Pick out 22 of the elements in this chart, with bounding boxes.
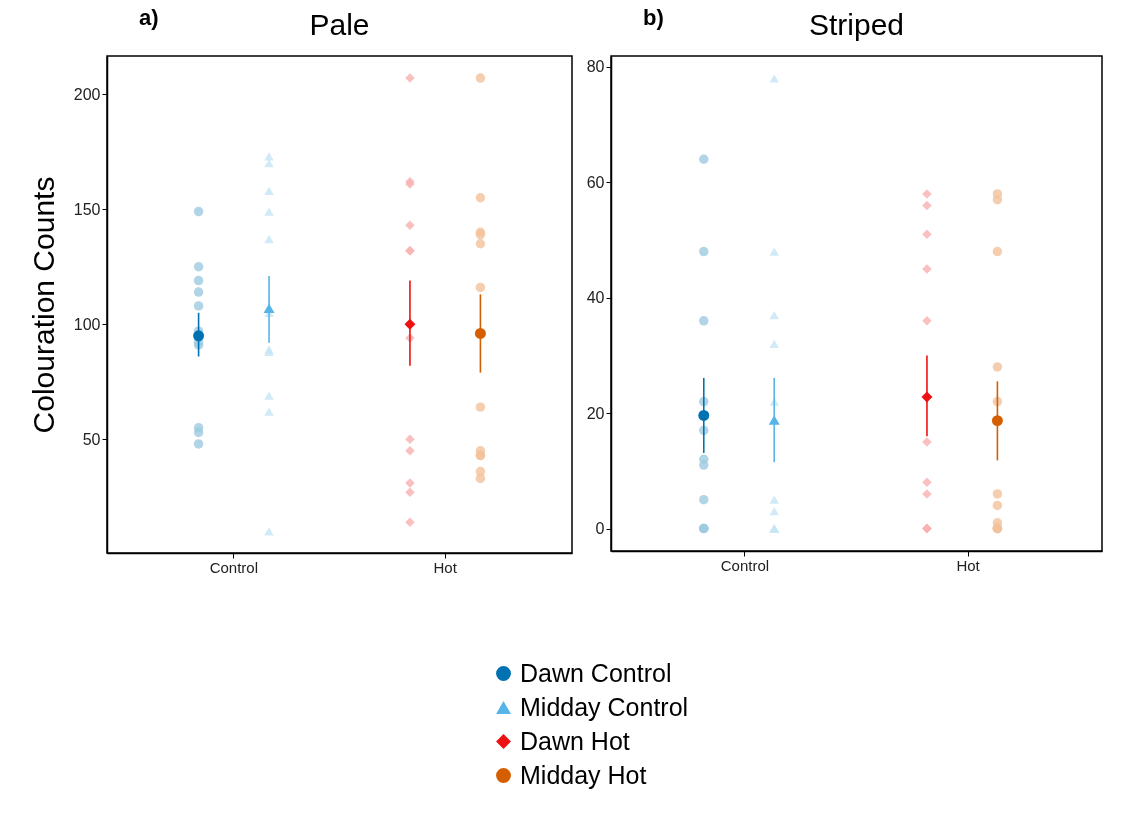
y-tick-label: 40	[586, 289, 605, 307]
x-tick-label: Hot	[956, 556, 981, 574]
chart-title: Striped	[808, 8, 905, 41]
legend-label: Midday Hot	[520, 760, 647, 789]
x-tick-label: Hot	[433, 558, 458, 576]
y-tick-label: 200	[73, 85, 101, 103]
y-tick-label: 0	[595, 520, 605, 537]
legend-label: Dawn Control	[520, 658, 672, 687]
text: a)	[139, 5, 159, 30]
y-tick-label: 60	[586, 173, 605, 191]
x-tick-label: Control	[209, 558, 258, 576]
y-tick-label: 50	[82, 430, 101, 448]
y-tick-label: 80	[586, 58, 605, 76]
chart-title: Pale	[309, 8, 370, 41]
x-tick-label: Control	[720, 556, 770, 574]
y-axis-title: Colouration Counts	[26, 176, 60, 434]
legend-label: Midday Control	[520, 692, 689, 721]
y-tick-label: 20	[586, 404, 605, 422]
y-tick-label: 150	[73, 200, 101, 218]
text: b)	[643, 5, 664, 30]
y-tick-label: 100	[73, 315, 101, 333]
legend-label: Dawn Hot	[520, 726, 630, 755]
